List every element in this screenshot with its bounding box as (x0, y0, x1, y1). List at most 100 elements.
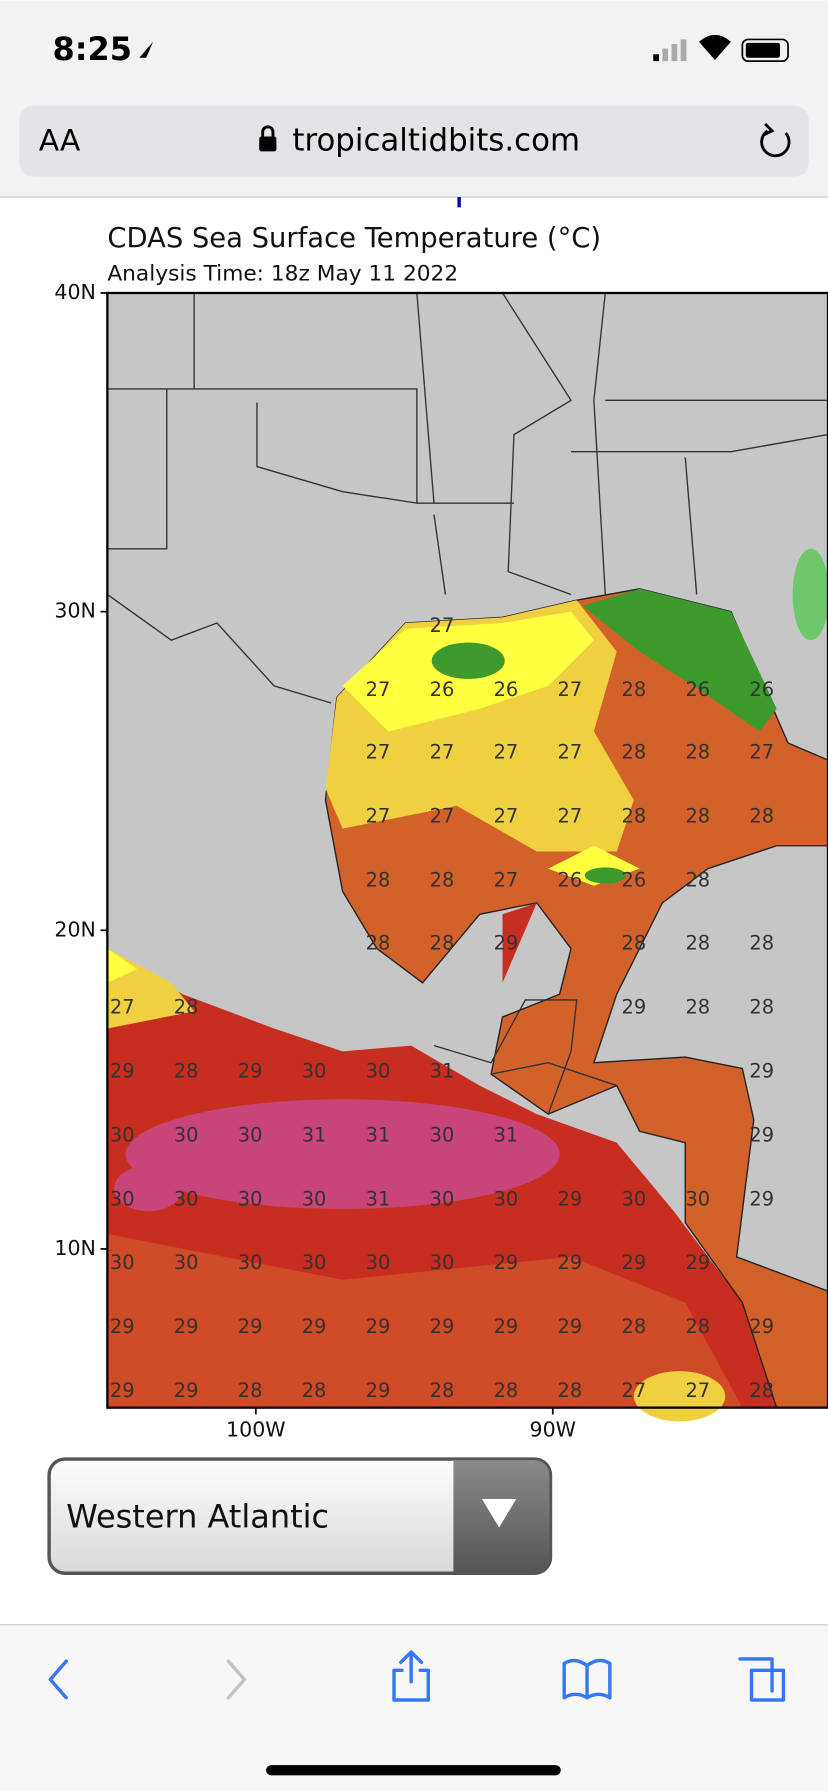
axis-labels: 40N 30N 20N 10N 100W 90W (54, 280, 576, 1442)
sst-label: 28 (685, 741, 710, 764)
sst-label: 27 (430, 614, 455, 637)
region-select[interactable] (47, 1457, 553, 1575)
atlantic-cool (792, 548, 828, 641)
sst-label: 27 (685, 1379, 710, 1402)
sst-label: 28 (430, 931, 455, 954)
sst-label: 28 (174, 1059, 199, 1082)
home-indicator (266, 1765, 561, 1776)
sst-label: 30 (238, 1123, 263, 1146)
map-title: CDAS Sea Surface Temperature (°C) (107, 223, 601, 254)
sst-label: 30 (366, 1251, 391, 1274)
sst-label: 29 (174, 1315, 199, 1338)
sst-label: 28 (621, 805, 646, 828)
region-select-value[interactable]: Western Atlantic (66, 1497, 329, 1535)
sst-label: 30 (110, 1251, 135, 1274)
sst-label: 29 (621, 995, 646, 1018)
map-subtitle: Analysis Time: 18z May 11 2022 (107, 262, 458, 287)
sst-label: 26 (558, 869, 583, 892)
boundaries (106, 292, 828, 1144)
url[interactable]: tropicaltidbits.com (292, 123, 580, 159)
wifi-icon (698, 34, 731, 61)
sst-label: 28 (621, 678, 646, 701)
back-button[interactable] (48, 1659, 68, 1700)
sst-label: 26 (621, 869, 646, 892)
sst-label: 28 (366, 931, 391, 954)
sst-label: 29 (494, 931, 519, 954)
sst-label: 28 (749, 805, 774, 828)
sst-label: 28 (685, 869, 710, 892)
sst-label: 31 (494, 1123, 519, 1146)
sst-label: 30 (430, 1123, 455, 1146)
sst-label: 30 (238, 1251, 263, 1274)
sst-label: 26 (749, 678, 774, 701)
lock-icon (259, 136, 277, 152)
sst-label: 27 (558, 741, 583, 764)
gulf-cool-spot (431, 642, 505, 680)
sst-label: 27 (494, 805, 519, 828)
sst-label: 28 (430, 1379, 455, 1402)
sst-label: 26 (430, 678, 455, 701)
clock: 8:25 (53, 30, 133, 68)
sst-label: 28 (430, 869, 455, 892)
reload-button[interactable] (760, 129, 791, 158)
bookmarks-button[interactable] (562, 1658, 612, 1700)
sst-label: 31 (366, 1187, 391, 1210)
warm-spot (633, 1371, 726, 1422)
sst-label: 28 (558, 1379, 583, 1402)
sst-label: 27 (558, 805, 583, 828)
sst-label: 29 (110, 1379, 135, 1402)
sst-label: 28 (238, 1379, 263, 1402)
lon-label: 100W (226, 1417, 286, 1441)
sst-label: 29 (366, 1379, 391, 1402)
forward-button[interactable] (226, 1659, 247, 1700)
sst-label: 27 (749, 741, 774, 764)
address-bar[interactable] (19, 105, 809, 177)
sst-label: 28 (685, 1315, 710, 1338)
sst-label: 29 (238, 1059, 263, 1082)
sst-label: 30 (685, 1187, 710, 1210)
sst-label: 30 (430, 1187, 455, 1210)
sst-label: 29 (494, 1251, 519, 1274)
sst-label: 27 (430, 741, 455, 764)
sst-label: 27 (430, 805, 455, 828)
share-button[interactable] (392, 1650, 430, 1702)
text-size-button[interactable]: AA (39, 124, 81, 159)
sst-label: 29 (749, 1187, 774, 1210)
sst-label: 28 (749, 931, 774, 954)
sst-label: 27 (558, 678, 583, 701)
hot-pool (125, 1099, 560, 1209)
sst-label: 28 (302, 1379, 327, 1402)
sst-label: 30 (174, 1187, 199, 1210)
sst-label: 30 (110, 1123, 135, 1146)
sst-label: 27 (366, 741, 391, 764)
sst-label: 29 (110, 1315, 135, 1338)
map: 27 27 26 26 27 28 26 26 27 27 27 27 28 28 27 27 27 27 27 28… (54, 280, 828, 1442)
reload-arrow (762, 122, 775, 137)
sst-label: 30 (238, 1187, 263, 1210)
yucatan-cool-spot (584, 867, 626, 884)
lon-label: 90W (530, 1417, 576, 1441)
sst-label: 29 (558, 1315, 583, 1338)
lat-label: 10N (54, 1236, 96, 1260)
pacific-bright (107, 948, 138, 983)
sst-label: 31 (366, 1123, 391, 1146)
sst-label: 30 (302, 1251, 327, 1274)
sst-label: 27 (366, 678, 391, 701)
sst-label: 29 (366, 1315, 391, 1338)
lat-label: 40N (54, 280, 96, 304)
sst-label: 30 (174, 1123, 199, 1146)
sst-label: 30 (366, 1059, 391, 1082)
sst-labels: 27 27 26 26 27 28 26 26 27 27 27 27 28 28 27 27 27 27 27 28… (110, 614, 774, 1402)
sst-label: 30 (621, 1187, 646, 1210)
sst-label: 29 (110, 1059, 135, 1082)
sst-label: 28 (685, 931, 710, 954)
sst-label: 30 (110, 1187, 135, 1210)
location-icon (139, 41, 154, 58)
sst-label: 27 (494, 741, 519, 764)
sst-label: 28 (366, 869, 391, 892)
sst-label: 29 (494, 1315, 519, 1338)
sst-label: 30 (302, 1059, 327, 1082)
tabs-button[interactable] (738, 1657, 786, 1702)
sst-label: 28 (621, 1315, 646, 1338)
